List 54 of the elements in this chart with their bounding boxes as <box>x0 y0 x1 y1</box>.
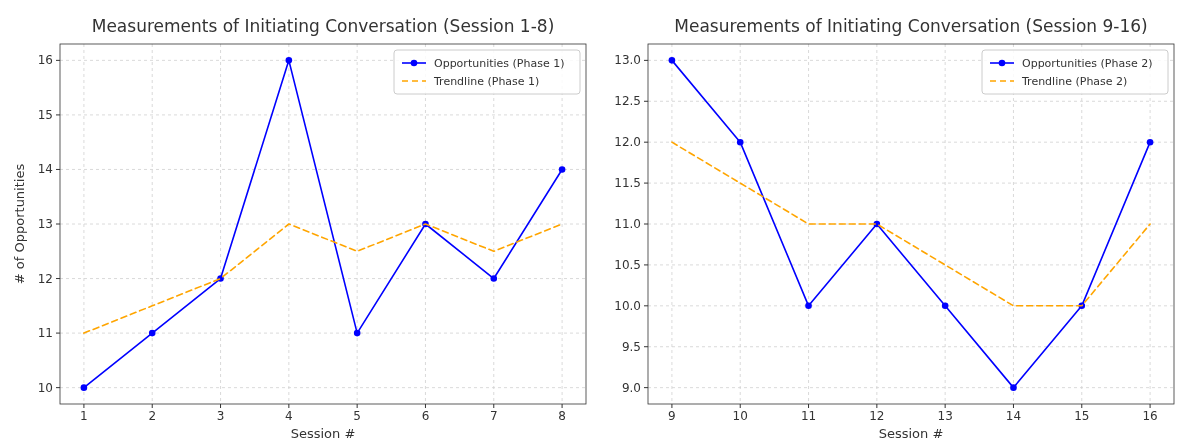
y-tick-label: 10 <box>37 380 53 395</box>
x-tick-label: 11 <box>800 409 817 423</box>
x-tick-label: 14 <box>1005 409 1022 423</box>
point <box>1010 384 1017 391</box>
point <box>490 275 498 282</box>
legend-label: Trendline (Phase 2) <box>1021 75 1128 88</box>
legend-label: Trendline (Phase 1) <box>433 75 540 88</box>
point <box>148 329 156 337</box>
point <box>285 57 293 64</box>
x-axis-title: Session # <box>290 426 356 441</box>
x-axis-title: Session # <box>878 426 944 441</box>
point <box>1146 138 1154 146</box>
x-tick-label: 10 <box>732 409 748 423</box>
point <box>558 166 566 173</box>
y-tick-label: 15 <box>37 107 53 122</box>
y-tick-label: 12.5 <box>614 94 641 109</box>
line-series <box>671 141 1151 307</box>
x-tick-label: 15 <box>1074 409 1090 423</box>
x-tick-label: 9 <box>668 409 676 423</box>
point <box>80 384 88 391</box>
x-tick-label: 13 <box>937 409 953 423</box>
y-tick-label: 11.0 <box>614 217 641 231</box>
legend-label: Opportunities (Phase 1) <box>434 57 565 70</box>
x-tick-label: 1 <box>80 409 88 423</box>
y-tick-label: 16 <box>37 53 53 68</box>
y-tick-label: 12.0 <box>614 135 641 150</box>
y-tick-label: 12 <box>37 271 53 286</box>
x-tick-label: 6 <box>421 409 430 423</box>
chart-title: Measurements of Initiating Conversation (Session 1-8) <box>91 16 555 36</box>
y-tick-label: 9.5 <box>621 339 641 354</box>
point <box>736 138 744 146</box>
y-tick-label: 10.0 <box>614 298 641 313</box>
y-tick-label: 14 <box>37 162 53 177</box>
x-tick-label: 3 <box>216 409 225 423</box>
x-tick-label: 7 <box>489 409 498 423</box>
y-axis-title: # of Opportunities <box>12 163 27 285</box>
point <box>353 329 361 337</box>
x-tick-label: 12 <box>869 409 885 423</box>
x-tick-label: 8 <box>558 409 566 423</box>
chart-title: Measurements of Initiating Conversation (Session 9-16) <box>674 16 1148 36</box>
x-tick-label: 4 <box>285 409 293 423</box>
y-tick-label: 10.5 <box>614 257 641 272</box>
y-tick-label: 11 <box>37 326 53 341</box>
point <box>668 57 676 64</box>
y-tick-label: 9.0 <box>621 380 641 395</box>
y-tick-label: 13 <box>37 217 53 231</box>
point <box>941 302 949 310</box>
legend-label: Opportunities (Phase 2) <box>1022 57 1153 70</box>
x-tick-label: 5 <box>353 409 361 423</box>
y-tick-label: 13.0 <box>614 53 641 68</box>
point <box>805 302 812 310</box>
x-tick-label: 2 <box>148 409 157 423</box>
y-tick-label: 11.5 <box>614 176 641 191</box>
x-tick-label: 16 <box>1142 409 1158 423</box>
